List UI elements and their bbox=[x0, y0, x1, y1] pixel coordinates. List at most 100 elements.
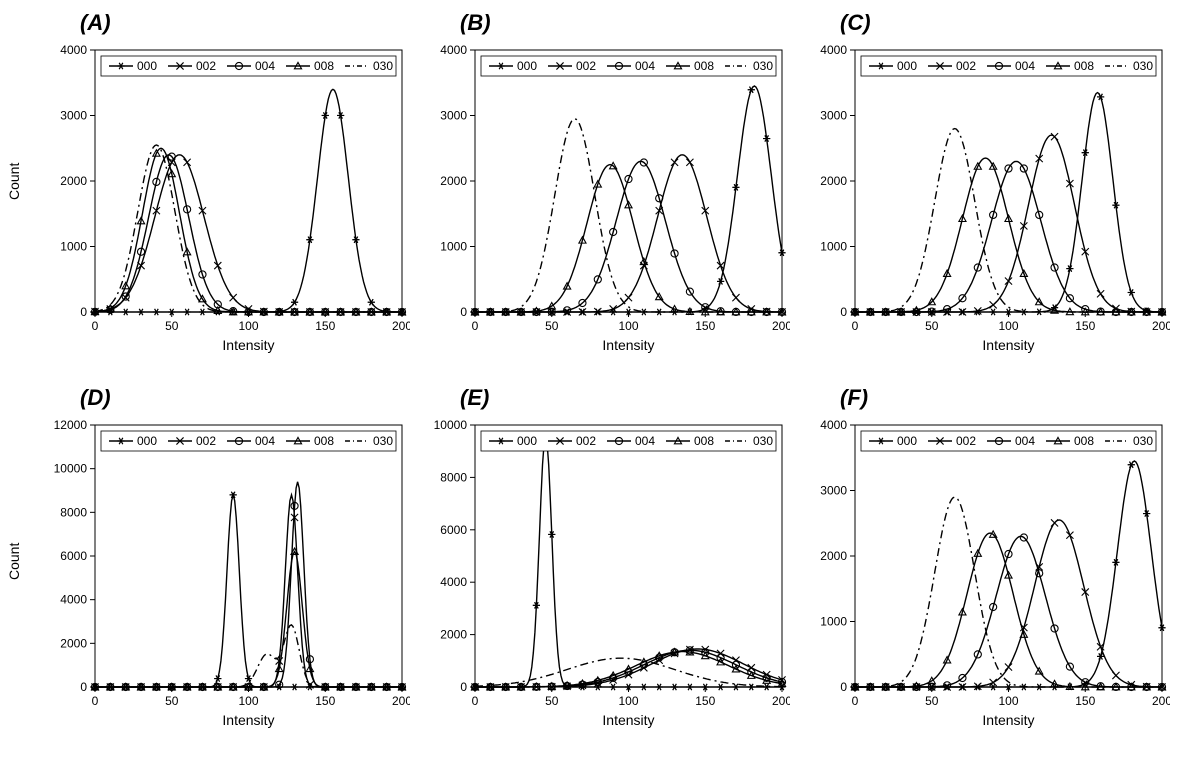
svg-text:Intensity: Intensity bbox=[982, 712, 1034, 728]
svg-text:50: 50 bbox=[925, 319, 939, 333]
svg-text:002: 002 bbox=[196, 59, 216, 73]
svg-text:002: 002 bbox=[576, 434, 596, 448]
svg-text:2000: 2000 bbox=[820, 174, 847, 188]
panel-a: (A) 05010015020001000200030004000Intensi… bbox=[40, 40, 410, 360]
svg-text:100: 100 bbox=[998, 694, 1018, 708]
svg-text:Intensity: Intensity bbox=[222, 712, 274, 728]
ylabel-row-1: Count bbox=[6, 163, 22, 200]
svg-text:008: 008 bbox=[694, 59, 714, 73]
panel-b: (B) 05010015020001000200030004000Intensi… bbox=[420, 40, 790, 360]
svg-text:200: 200 bbox=[1152, 319, 1170, 333]
svg-text:008: 008 bbox=[314, 59, 334, 73]
svg-text:12000: 12000 bbox=[54, 418, 88, 432]
svg-text:0: 0 bbox=[472, 694, 479, 708]
svg-text:0: 0 bbox=[852, 694, 859, 708]
svg-text:100: 100 bbox=[618, 319, 638, 333]
svg-text:008: 008 bbox=[694, 434, 714, 448]
svg-text:0: 0 bbox=[460, 305, 467, 319]
svg-text:004: 004 bbox=[635, 59, 655, 73]
svg-text:200: 200 bbox=[392, 319, 410, 333]
figure: Count Count (A) 050100150200010002000300… bbox=[0, 0, 1200, 766]
svg-text:1000: 1000 bbox=[820, 615, 847, 629]
panel-c: (C) 05010015020001000200030004000Intensi… bbox=[800, 40, 1170, 360]
svg-text:002: 002 bbox=[576, 59, 596, 73]
svg-text:150: 150 bbox=[315, 694, 335, 708]
svg-text:0: 0 bbox=[460, 680, 467, 694]
panel-title-d: (D) bbox=[80, 385, 111, 411]
svg-text:4000: 4000 bbox=[820, 418, 847, 432]
svg-text:030: 030 bbox=[753, 434, 773, 448]
svg-text:0: 0 bbox=[472, 319, 479, 333]
svg-text:Intensity: Intensity bbox=[602, 337, 654, 353]
svg-text:030: 030 bbox=[373, 59, 393, 73]
svg-text:4000: 4000 bbox=[60, 593, 87, 607]
svg-text:000: 000 bbox=[517, 434, 537, 448]
svg-text:100: 100 bbox=[238, 319, 258, 333]
svg-text:3000: 3000 bbox=[820, 109, 847, 123]
svg-text:000: 000 bbox=[897, 59, 917, 73]
svg-text:004: 004 bbox=[255, 59, 275, 73]
svg-text:030: 030 bbox=[373, 434, 393, 448]
svg-text:4000: 4000 bbox=[60, 43, 87, 57]
svg-text:0: 0 bbox=[80, 305, 87, 319]
panel-title-a: (A) bbox=[80, 10, 111, 36]
svg-text:004: 004 bbox=[255, 434, 275, 448]
svg-text:0: 0 bbox=[92, 319, 99, 333]
svg-text:008: 008 bbox=[1074, 59, 1094, 73]
svg-text:008: 008 bbox=[1074, 434, 1094, 448]
svg-text:Intensity: Intensity bbox=[602, 712, 654, 728]
svg-text:3000: 3000 bbox=[60, 109, 87, 123]
svg-text:1000: 1000 bbox=[60, 240, 87, 254]
svg-text:002: 002 bbox=[196, 434, 216, 448]
svg-text:2000: 2000 bbox=[440, 174, 467, 188]
panel-d: (D) 050100150200020004000600080001000012… bbox=[40, 415, 410, 735]
svg-text:0: 0 bbox=[92, 694, 99, 708]
panel-title-c: (C) bbox=[840, 10, 871, 36]
panel-e: (E) 0501001502000200040006000800010000In… bbox=[420, 415, 790, 735]
svg-text:2000: 2000 bbox=[440, 628, 467, 642]
svg-text:030: 030 bbox=[753, 59, 773, 73]
svg-text:2000: 2000 bbox=[60, 636, 87, 650]
svg-text:000: 000 bbox=[137, 434, 157, 448]
svg-text:50: 50 bbox=[545, 694, 559, 708]
svg-text:Intensity: Intensity bbox=[222, 337, 274, 353]
svg-text:150: 150 bbox=[1075, 694, 1095, 708]
svg-text:004: 004 bbox=[635, 434, 655, 448]
svg-text:0: 0 bbox=[840, 680, 847, 694]
panel-title-b: (B) bbox=[460, 10, 491, 36]
svg-text:150: 150 bbox=[695, 694, 715, 708]
svg-text:200: 200 bbox=[772, 319, 790, 333]
svg-text:0: 0 bbox=[852, 319, 859, 333]
svg-text:100: 100 bbox=[998, 319, 1018, 333]
svg-text:030: 030 bbox=[1133, 434, 1153, 448]
svg-text:3000: 3000 bbox=[820, 484, 847, 498]
svg-text:4000: 4000 bbox=[820, 43, 847, 57]
svg-text:000: 000 bbox=[517, 59, 537, 73]
svg-text:0: 0 bbox=[80, 680, 87, 694]
svg-text:150: 150 bbox=[695, 319, 715, 333]
svg-text:3000: 3000 bbox=[440, 109, 467, 123]
svg-text:004: 004 bbox=[1015, 59, 1035, 73]
svg-text:1000: 1000 bbox=[820, 240, 847, 254]
svg-text:6000: 6000 bbox=[60, 549, 87, 563]
svg-text:150: 150 bbox=[1075, 319, 1095, 333]
svg-text:6000: 6000 bbox=[440, 523, 467, 537]
svg-text:2000: 2000 bbox=[60, 174, 87, 188]
svg-text:0: 0 bbox=[840, 305, 847, 319]
svg-text:Intensity: Intensity bbox=[982, 337, 1034, 353]
svg-text:004: 004 bbox=[1015, 434, 1035, 448]
svg-text:030: 030 bbox=[1133, 59, 1153, 73]
svg-text:100: 100 bbox=[238, 694, 258, 708]
svg-text:50: 50 bbox=[165, 694, 179, 708]
svg-text:2000: 2000 bbox=[820, 549, 847, 563]
svg-text:50: 50 bbox=[165, 319, 179, 333]
svg-text:008: 008 bbox=[314, 434, 334, 448]
svg-text:4000: 4000 bbox=[440, 43, 467, 57]
panel-f: (F) 05010015020001000200030004000Intensi… bbox=[800, 415, 1170, 735]
svg-text:002: 002 bbox=[956, 59, 976, 73]
ylabel-row-2: Count bbox=[6, 543, 22, 580]
svg-text:000: 000 bbox=[137, 59, 157, 73]
svg-text:150: 150 bbox=[315, 319, 335, 333]
svg-text:50: 50 bbox=[925, 694, 939, 708]
svg-text:4000: 4000 bbox=[440, 575, 467, 589]
